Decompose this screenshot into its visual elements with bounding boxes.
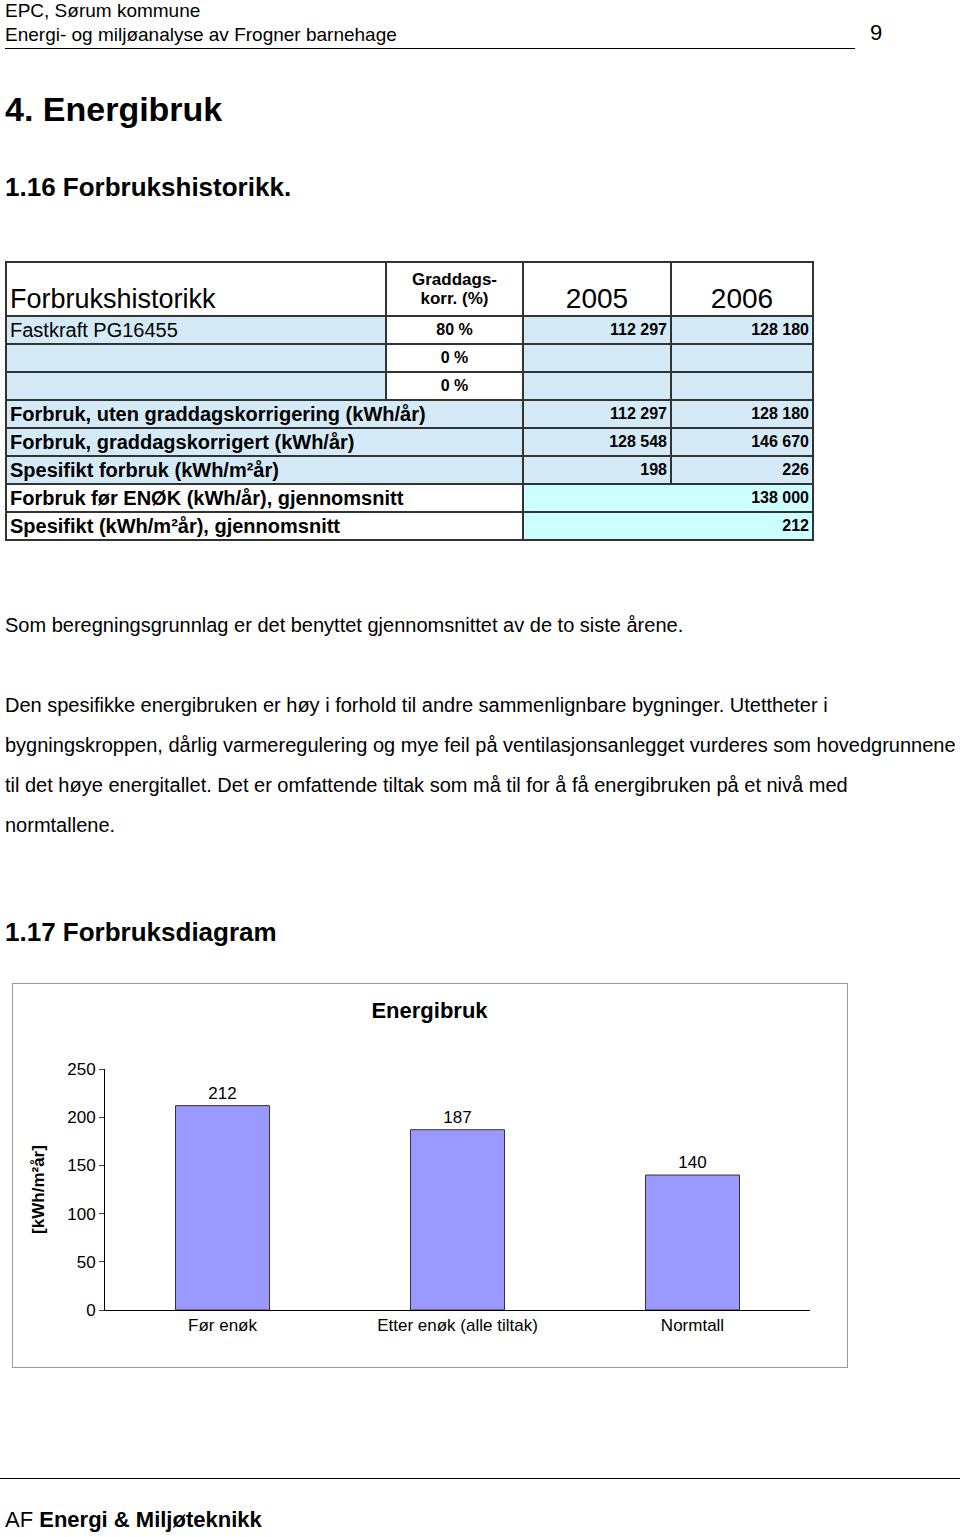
svg-text:100: 100 [67, 1205, 95, 1224]
html-text:Fastkraft PG16455: Fastkraft PG16455 [10, 318, 178, 341]
html-text:1.17 Forbruksdiagram: 1.17 Forbruksdiagram [5, 917, 277, 947]
html-text:Spesifikt forbruk (kWh/m²år): Spesifikt forbruk (kWh/m²år) [10, 458, 279, 481]
html-text:212: 212 [782, 517, 809, 534]
html-text:112 297: 112 297 [610, 405, 667, 422]
html-text:Forbrukshistorikk: Forbrukshistorikk [10, 284, 216, 314]
html-text:112 297: 112 297 [610, 321, 667, 338]
html-text:Som beregningsgrunnlag er det: Som beregningsgrunnlag er det benyttet g… [5, 614, 684, 636]
html-text:9: 9 [870, 20, 883, 45]
svg-text:Normtall: Normtall [661, 1316, 724, 1335]
svg-text:Energibruk: Energibruk [371, 998, 488, 1023]
html-text:4. Energibruk: 4. Energibruk [5, 90, 223, 128]
html-text:2006: 2006 [710, 283, 774, 314]
svg-text:200: 200 [67, 1108, 95, 1127]
svg-text:Etter enøk (alle tiltak): Etter enøk (alle tiltak) [377, 1316, 538, 1335]
html-text:128 180: 128 180 [751, 321, 809, 338]
html-text:Forbruk, uten graddagskorriger: Forbruk, uten graddagskorrigering (kWh/å… [10, 402, 426, 425]
html-text:Energi- og miljøanalyse av Fro: Energi- og miljøanalyse av Frogner barne… [5, 24, 397, 45]
svg-text:250: 250 [67, 1060, 95, 1079]
html-text:Forbruk, graddagskorrigert (kW: Forbruk, graddagskorrigert (kWh/år) [10, 430, 355, 453]
html-text:Den spesifikke energibruken er: Den spesifikke energibruken er høy i for… [5, 694, 956, 836]
html-text:AF Energi & Miljøteknikk: AF Energi & Miljøteknikk [5, 1507, 262, 1532]
html-text:226: 226 [782, 461, 809, 478]
html-text:198: 198 [640, 461, 667, 478]
html-text:1.16 Forbrukshistorikk.: 1.16 Forbrukshistorikk. [5, 172, 292, 202]
svg-text:[kWh/m²år]: [kWh/m²år] [29, 1145, 48, 1234]
svg-text:Før enøk: Før enøk [188, 1316, 257, 1335]
html-text:0 %: 0 % [440, 349, 469, 366]
svg-text:150: 150 [67, 1156, 95, 1175]
html-text:Graddags-: Graddags- [412, 270, 497, 289]
html-text:128 180: 128 180 [751, 405, 809, 422]
html-text:Forbruk før ENØK (kWh/år), gje: Forbruk før ENØK (kWh/år), gjennomsnitt [10, 486, 404, 509]
html-text:korr. (%): korr. (%) [420, 289, 489, 308]
html-text:146 670: 146 670 [751, 433, 809, 450]
svg-text:50: 50 [77, 1253, 96, 1272]
html-text:138 000: 138 000 [751, 489, 809, 506]
html-text:Spesifikt (kWh/m²år), gjennoms: Spesifikt (kWh/m²år), gjennomsnitt [10, 514, 340, 537]
html-text:2005: 2005 [565, 283, 629, 314]
svg-text:212: 212 [208, 1084, 236, 1103]
html-text:0 %: 0 % [440, 377, 469, 394]
html-text:80 %: 80 % [436, 321, 473, 338]
svg-text:140: 140 [678, 1153, 706, 1172]
html-text:EPC, Sørum kommune: EPC, Sørum kommune [5, 0, 201, 21]
html-text:128 548: 128 548 [609, 433, 667, 450]
svg-text:187: 187 [443, 1108, 471, 1127]
svg-text:0: 0 [86, 1301, 95, 1320]
